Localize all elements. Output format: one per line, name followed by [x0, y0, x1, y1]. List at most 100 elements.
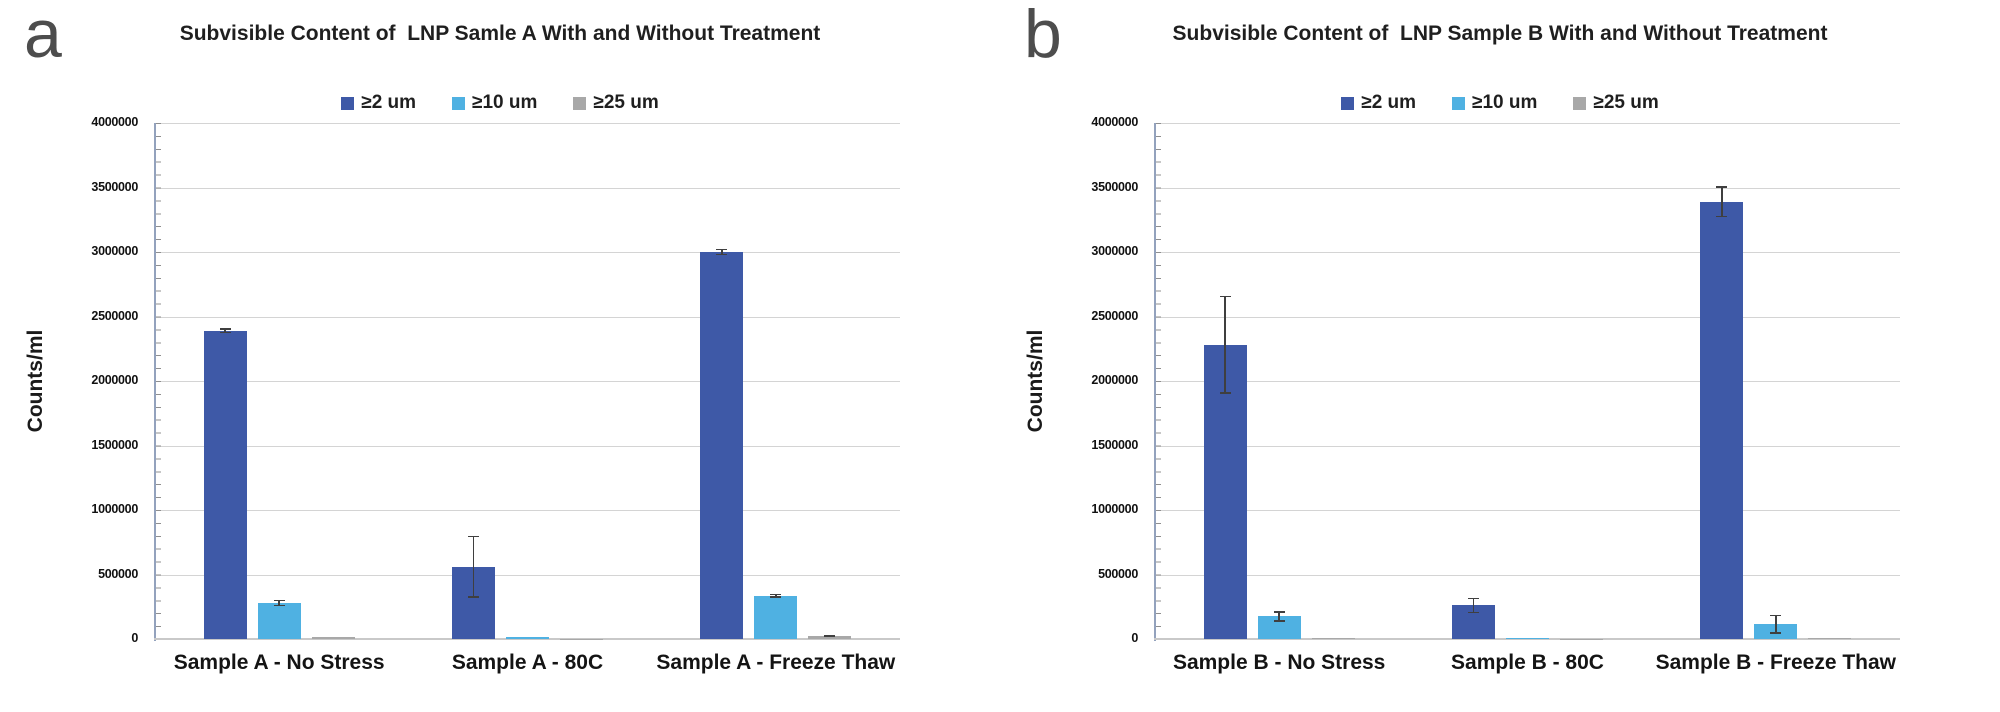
bar-group [403, 123, 651, 639]
error-bar-cap [1219, 295, 1231, 298]
error-bar [224, 328, 226, 334]
plot-area [154, 123, 900, 641]
error-bar-cap [1273, 620, 1285, 622]
error-bar-cap [770, 596, 782, 598]
bar-groups [155, 123, 900, 639]
bar [1505, 637, 1549, 639]
error-bar [1278, 611, 1280, 622]
error-bar-cap [1219, 392, 1231, 394]
x-category-label: Sample B - 80C [1451, 651, 1604, 674]
bar-slot [505, 123, 549, 639]
y-tick-label: 2000000 [1091, 373, 1138, 387]
bar [1311, 638, 1355, 639]
bar [203, 330, 247, 639]
y-tick-label: 3000000 [1091, 244, 1138, 258]
error-bar-cap [273, 604, 285, 607]
error-bar [1775, 614, 1777, 634]
gridline [155, 381, 900, 382]
error-bar-cap [467, 535, 479, 538]
x-category-label: Sample B - Freeze Thaw [1655, 651, 1897, 674]
y-axis-minor-ticks [156, 123, 161, 639]
y-axis-line [154, 123, 156, 641]
error-bar [278, 599, 280, 607]
x-category-label: Sample B - No Stress [1172, 651, 1386, 674]
bar-slot [754, 123, 798, 639]
bar-groups [1155, 123, 1900, 639]
bar-group [155, 123, 403, 639]
legend-swatch-icon [1573, 96, 1587, 110]
error-bar [721, 248, 723, 256]
legend-entry: ≥25 um [573, 92, 659, 114]
bar-slot [1311, 123, 1355, 639]
bar [1257, 616, 1301, 639]
bar [1203, 344, 1247, 639]
error-bar [1721, 186, 1723, 218]
bar-slot [1754, 123, 1798, 639]
bar-slot [1700, 123, 1744, 639]
error-bar-cap [1770, 632, 1782, 634]
y-tick-label: 500000 [98, 566, 138, 581]
error-bar-cap [1467, 597, 1479, 600]
x-category-labels: Sample B - No Stress Sample B - 80C Sample… [1155, 651, 1900, 675]
y-axis-minor-ticks [1156, 123, 1161, 639]
bar-slot [1203, 123, 1247, 639]
bar [754, 595, 798, 639]
gridline [155, 316, 900, 318]
legend-label: ≥2 um [361, 92, 417, 113]
gridline [1155, 381, 1900, 382]
y-tick-label: 3500000 [1091, 179, 1138, 194]
bar-slot [1808, 123, 1852, 639]
legend-entry: ≥2 um [1341, 92, 1416, 114]
bar [700, 252, 744, 639]
bar-group [1652, 123, 1900, 639]
gridline [155, 510, 900, 511]
bar-slot [1451, 123, 1495, 639]
gridline [155, 123, 900, 124]
x-category-label: Sample A - 80C [451, 651, 604, 674]
y-tick-label: 2500000 [1091, 308, 1138, 323]
panel-letter-b: b [1024, 0, 1062, 72]
x-category-label: Sample A - Freeze Thaw [656, 651, 896, 674]
y-tick-label: 2000000 [91, 373, 138, 387]
legend-swatch-icon [1452, 96, 1466, 110]
bar-group [1155, 123, 1403, 639]
plot-area [1154, 123, 1900, 641]
error-bar [1224, 295, 1226, 394]
bar [808, 635, 852, 639]
bar-slot [257, 123, 301, 639]
y-tick-label: 0 [131, 631, 138, 645]
gridline [1155, 187, 1900, 189]
panel-b: b Subvisible Content of LNP Sample B Wit… [1000, 0, 2000, 712]
x-category-labels: Sample A - No Stress Sample A - 80C Sample… [155, 651, 900, 675]
legend-swatch-icon [341, 96, 355, 110]
legend-label: ≥25 um [593, 92, 659, 113]
error-bar-cap [219, 328, 231, 330]
error-bar [472, 535, 475, 598]
gridline [1155, 123, 1900, 124]
panel-a: a Subvisible Content of LNP Samle A With… [0, 0, 1000, 675]
y-tick-label: 2500000 [91, 308, 138, 323]
y-axis-line [1154, 123, 1156, 641]
bar-slot [559, 123, 603, 639]
error-bar-cap [467, 596, 479, 598]
gridline [155, 445, 900, 447]
y-tick-label: 3500000 [91, 179, 138, 194]
gridline [1155, 252, 1900, 253]
gridline [1155, 445, 1900, 447]
bar-group [1403, 123, 1651, 639]
y-tick-label: 1500000 [91, 437, 138, 452]
legend-label: ≥25 um [1593, 92, 1659, 113]
legend-swatch-icon [573, 96, 587, 110]
legend: ≥2 um ≥10 um ≥25 um [0, 92, 1000, 114]
y-tick-label: 4000000 [91, 115, 138, 129]
legend-label: ≥10 um [1472, 92, 1538, 113]
y-tick-label: 0 [1131, 631, 1138, 645]
legend-swatch-icon [452, 96, 466, 110]
error-bar-cap [1467, 611, 1479, 614]
bar-slot [1257, 123, 1301, 639]
error-bar-cap [1716, 215, 1728, 218]
bar [1808, 638, 1852, 639]
bar-slot [311, 123, 355, 639]
error-bar-cap [1770, 614, 1782, 616]
